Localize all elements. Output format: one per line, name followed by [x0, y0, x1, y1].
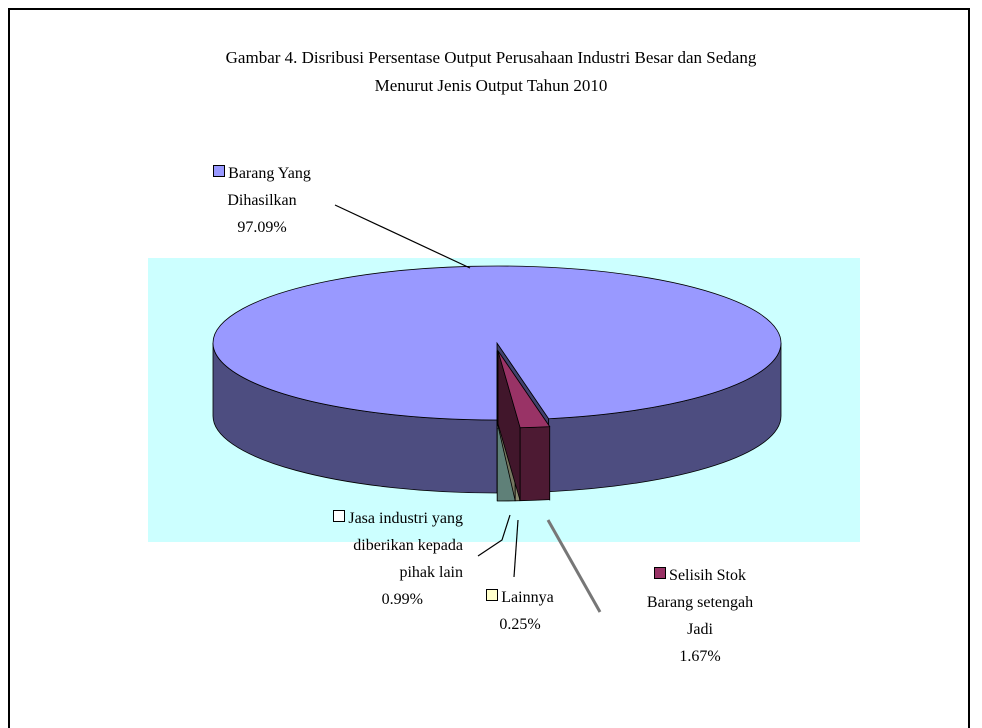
leader-line: [334, 204, 471, 269]
leader-line: [513, 519, 519, 578]
category-label: Lainnya: [501, 589, 554, 606]
slice-top: [212, 265, 782, 421]
data-label: Selisih Stok Barang setengah Jadi 1.67%: [500, 562, 900, 670]
leader-line: [546, 519, 602, 613]
legend-key: [486, 589, 499, 601]
chart-frame: [8, 8, 970, 728]
value-label: 97.09%: [237, 219, 287, 236]
category-label: Barang Yang Dihasilkan: [227, 165, 311, 209]
data-label: Lainnya 0.25%: [320, 584, 720, 638]
category-label: Selisih Stok Barang setengah Jadi: [646, 567, 754, 638]
pie: [212, 265, 782, 502]
value-label: 1.67%: [679, 648, 721, 665]
data-label: Jasa industri yang diberikan kepada piha…: [63, 505, 463, 613]
data-label: Barang Yang Dihasilkan 97.09%: [62, 160, 462, 241]
slice-top: [497, 350, 551, 429]
value-label: 0.99%: [381, 591, 423, 608]
legend-key: [333, 510, 346, 522]
legend-key: [654, 567, 667, 579]
legend-key: [213, 165, 226, 177]
leader-lines: [334, 204, 602, 613]
slice-side: [519, 426, 551, 502]
category-label: Jasa industri yang diberikan kepada piha…: [348, 510, 463, 581]
leader-line: [477, 514, 511, 557]
chart-title: Gambar 4. Disribusi Persentase Output Pe…: [225, 48, 757, 95]
value-label: 0.25%: [499, 616, 541, 633]
